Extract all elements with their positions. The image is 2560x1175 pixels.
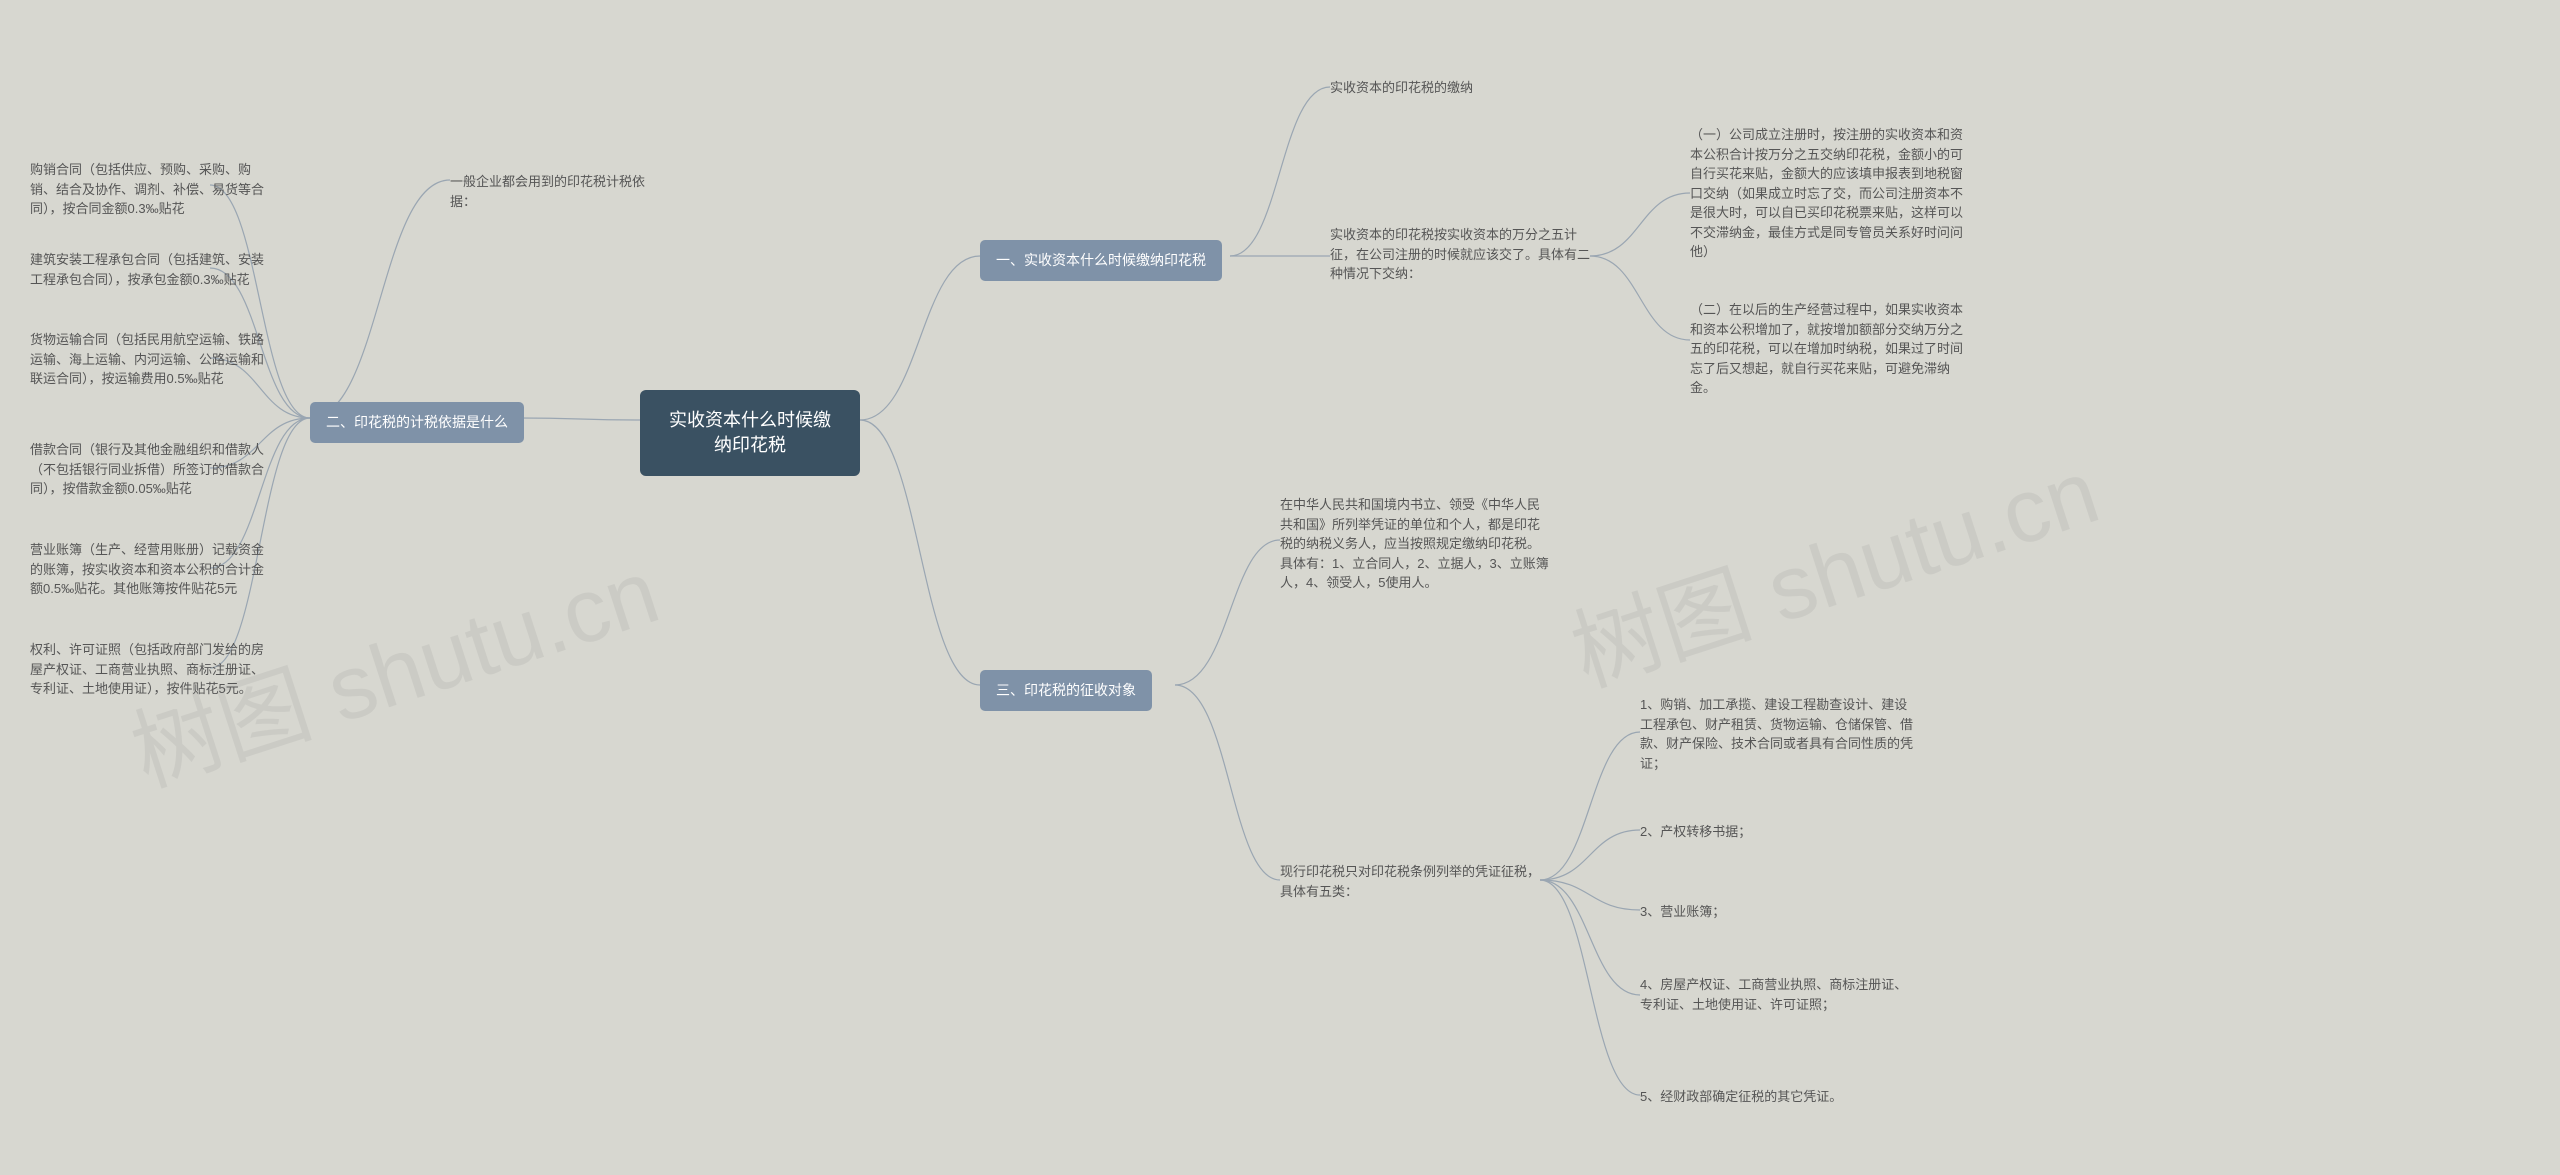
root-node[interactable]: 实收资本什么时候缴纳印花税 — [640, 390, 860, 476]
leaf-b2c3: 货物运输合同（包括民用航空运输、铁路运输、海上运输、内河运输、公路运输和联运合同… — [30, 330, 270, 389]
leaf-b3c2d: 4、房屋产权证、工商营业执照、商标注册证、专利证、土地使用证、许可证照； — [1640, 975, 1920, 1014]
leaf-b3c2: 现行印花税只对印花税条例列举的凭证征税，具体有五类： — [1280, 862, 1540, 901]
leaf-b1c2: 实收资本的印花税按实收资本的万分之五计征，在公司注册的时候就应该交了。具体有二种… — [1330, 225, 1590, 284]
leaf-b2c4: 借款合同（银行及其他金融组织和借款人（不包括银行同业拆借）所签订的借款合同），按… — [30, 440, 270, 499]
leaf-b3c2a: 1、购销、加工承揽、建设工程勘查设计、建设工程承包、财产租赁、货物运输、仓储保管… — [1640, 695, 1920, 773]
branch-2[interactable]: 二、印花税的计税依据是什么 — [310, 402, 524, 443]
leaf-b3c1: 在中华人民共和国境内书立、领受《中华人民共和国》所列举凭证的单位和个人，都是印花… — [1280, 495, 1550, 593]
leaf-b2c0: 一般企业都会用到的印花税计税依据： — [450, 172, 650, 211]
leaf-b2c2: 建筑安装工程承包合同（包括建筑、安装工程承包合同），按承包金额0.3‰贴花 — [30, 250, 270, 289]
branch-3[interactable]: 三、印花税的征收对象 — [980, 670, 1152, 711]
leaf-b2c1: 购销合同（包括供应、预购、采购、购销、结合及协作、调剂、补偿、易货等合同），按合… — [30, 160, 270, 219]
leaf-b3c2c: 3、营业账簿； — [1640, 902, 1920, 922]
leaf-b2c5: 营业账簿（生产、经营用账册）记载资金的账簿，按实收资本和资本公积的合计金额0.5… — [30, 540, 270, 599]
leaf-b2c6: 权利、许可证照（包括政府部门发给的房屋产权证、工商营业执照、商标注册证、专利证、… — [30, 640, 270, 699]
watermark: 树图 shutu.cn — [1553, 419, 2112, 711]
leaf-b1c2a: （一）公司成立注册时，按注册的实收资本和资本公积合计按万分之五交纳印花税，金额小… — [1690, 125, 1970, 262]
branch-1[interactable]: 一、实收资本什么时候缴纳印花税 — [980, 240, 1222, 281]
leaf-b3c2e: 5、经财政部确定征税的其它凭证。 — [1640, 1087, 1920, 1107]
leaf-b1c1: 实收资本的印花税的缴纳 — [1330, 78, 1590, 98]
leaf-b1c2b: （二）在以后的生产经营过程中，如果实收资本和资本公积增加了，就按增加额部分交纳万… — [1690, 300, 1970, 398]
leaf-b3c2b: 2、产权转移书据； — [1640, 822, 1920, 842]
